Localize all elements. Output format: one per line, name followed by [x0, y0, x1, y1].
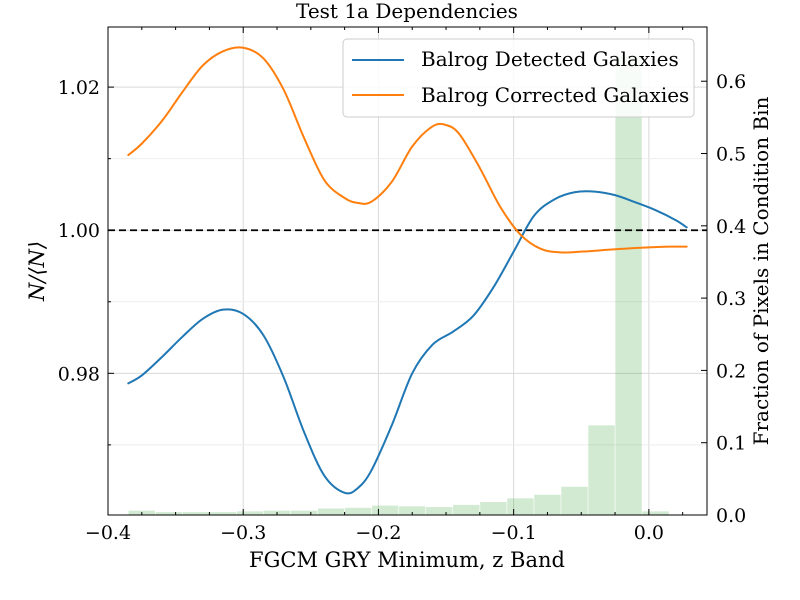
histogram-bar	[561, 486, 588, 515]
y-axis-left: 0.98 1.00 1.02	[58, 77, 114, 446]
y-axis-right-label: Fraction of Pixels in Condition Bin	[749, 96, 773, 445]
histogram-bar	[372, 505, 399, 515]
y2-tick-label: 0.0	[716, 505, 746, 527]
histogram-bar	[155, 512, 183, 515]
histogram-bar	[399, 506, 426, 515]
y2-tick-label: 0.6	[716, 71, 746, 93]
x-tick-label: −0.1	[491, 522, 537, 544]
histogram-bar	[317, 508, 345, 515]
legend-label-detected: Balrog Detected Galaxies	[421, 47, 679, 71]
legend-box	[342, 38, 695, 118]
series-line-corrected	[127, 46, 688, 254]
y-tick-label: 0.98	[58, 363, 100, 385]
histogram-bar	[534, 494, 561, 515]
chart-title: Test 1a Dependencies	[296, 0, 518, 23]
y-tick-label: 1.02	[58, 77, 100, 99]
series-line-detected	[127, 190, 688, 495]
y2-tick-label: 0.5	[716, 144, 746, 166]
y2-tick-label: 0.3	[716, 288, 746, 310]
histogram-bar	[480, 501, 507, 515]
plot-frame	[107, 26, 708, 516]
histogram-bar	[344, 507, 372, 515]
legend: Balrog Detected Galaxies Balrog Correcte…	[342, 38, 695, 118]
x-tick-label: −0.2	[355, 522, 401, 544]
histogram-bar	[209, 512, 237, 515]
y2-tick-label: 0.2	[716, 360, 746, 382]
histogram-bar	[588, 425, 615, 515]
x-tick-label: −0.4	[85, 522, 131, 544]
y-axis-label: N/⟨N⟩	[25, 241, 49, 302]
x-tick-label: −0.3	[220, 522, 266, 544]
legend-label-corrected: Balrog Corrected Galaxies	[421, 83, 689, 107]
x-axis: −0.4 −0.3 −0.2 −0.1 0.0	[85, 27, 684, 544]
histogram-bar	[453, 504, 480, 515]
y2-tick-label: 0.4	[716, 216, 746, 238]
histogram-bar	[236, 511, 264, 515]
histogram-bars	[128, 55, 669, 515]
histogram-bar	[182, 512, 210, 515]
histogram-bar	[615, 55, 642, 515]
y-axis-right: 0.0 0.1 0.2 0.3 0.4 0.5 0.6	[701, 71, 746, 527]
histogram-bar	[290, 510, 318, 515]
histogram-bar	[642, 511, 669, 515]
y2-tick-label: 0.1	[716, 433, 746, 455]
histogram-bar	[507, 498, 534, 515]
y-tick-label: 1.00	[58, 220, 100, 242]
histogram-bar	[426, 507, 453, 515]
x-axis-label: FGCM GRY Minimum, z Band	[249, 548, 565, 572]
series-lines	[127, 46, 688, 495]
x-tick-label: 0.0	[634, 522, 664, 544]
